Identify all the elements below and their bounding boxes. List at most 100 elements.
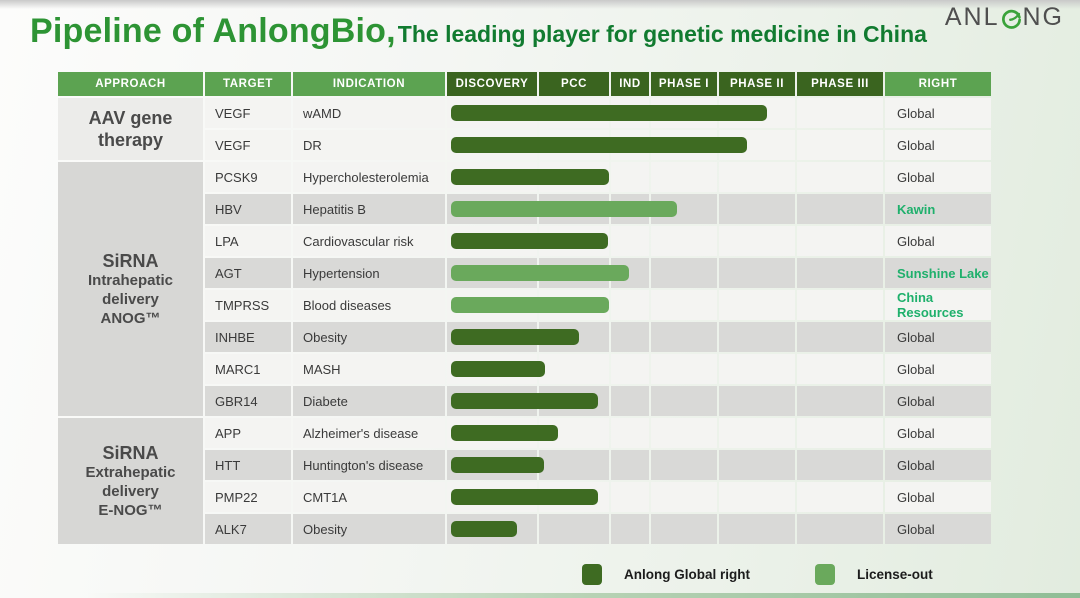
phase-cell <box>651 450 717 480</box>
indication-cell: Blood diseases <box>293 290 445 320</box>
phase-cell <box>539 450 609 480</box>
right-label: Global <box>897 105 935 121</box>
right-cell: Global <box>885 130 991 160</box>
indication-cell: Hypertension <box>293 258 445 288</box>
top-gray-strip <box>0 0 1080 9</box>
phase-cell <box>719 482 795 512</box>
phase-cell <box>651 418 717 448</box>
phase-cell <box>611 386 649 416</box>
phase-cell <box>719 418 795 448</box>
indication-cell: Huntington's disease <box>293 450 445 480</box>
right-cell: Global <box>885 514 991 544</box>
right-cell: Global <box>885 450 991 480</box>
approach-group-cell: AAV gene therapy <box>58 98 203 160</box>
right-cell: Global <box>885 482 991 512</box>
phase-cell <box>719 194 795 224</box>
indication-cell: CMT1A <box>293 482 445 512</box>
progress-bar <box>451 265 629 281</box>
phase-cell <box>797 194 883 224</box>
phase-cell <box>611 290 649 320</box>
target-cell: PMP22 <box>205 482 291 512</box>
phase-cell <box>797 322 883 352</box>
phase-cell <box>719 258 795 288</box>
logo-text-prefix: ANL <box>944 3 1000 31</box>
phase-cell <box>719 226 795 256</box>
right-label: Global <box>897 233 935 249</box>
phase-cell <box>797 482 883 512</box>
phase-cell <box>651 322 717 352</box>
progress-bar <box>451 457 544 473</box>
indication-cell: Hepatitis B <box>293 194 445 224</box>
phase-track <box>447 482 883 512</box>
indication-cell: DR <box>293 130 445 160</box>
right-cell: Global <box>885 322 991 352</box>
phase-cell <box>719 514 795 544</box>
indication-cell: wAMD <box>293 98 445 128</box>
right-label: Global <box>897 393 935 409</box>
progress-bar <box>451 105 767 121</box>
phase-cell <box>651 354 717 384</box>
approach-label-line: SiRNA <box>102 442 159 463</box>
column-header-pcc: PCC <box>539 72 609 96</box>
phase-cell <box>797 226 883 256</box>
right-label: Sunshine Lake <box>897 265 989 281</box>
approach-label-line: Extrahepatic <box>85 464 176 482</box>
right-label: Global <box>897 521 935 537</box>
bottom-green-strip <box>0 593 1080 598</box>
phase-track <box>447 354 883 384</box>
phase-cell <box>651 290 717 320</box>
anlong-swirl-icon <box>1000 6 1023 29</box>
approach-group-cell: SiRNA Intrahepatic delivery ANOG™ <box>58 162 203 416</box>
right-cell: Global <box>885 386 991 416</box>
phase-cell <box>651 258 717 288</box>
indication-cell: Alzheimer's disease <box>293 418 445 448</box>
right-label: Global <box>897 425 935 441</box>
phase-column-headers: DISCOVERY PCC IND PHASE I PHASE II PHASE III <box>447 72 883 96</box>
phase-track <box>447 226 883 256</box>
phase-cell <box>651 386 717 416</box>
phase-cell <box>611 226 649 256</box>
right-label: Global <box>897 457 935 473</box>
phase-cell <box>719 290 795 320</box>
phase-track <box>447 130 883 160</box>
right-label: Global <box>897 489 935 505</box>
indication-cell: Cardiovascular risk <box>293 226 445 256</box>
target-cell: AGT <box>205 258 291 288</box>
legend-label: Anlong Global right <box>624 566 750 582</box>
legend-swatch-dark-icon <box>582 563 602 585</box>
phase-cell <box>797 130 883 160</box>
phase-track <box>447 98 883 128</box>
progress-bar <box>451 361 545 377</box>
phase-cell <box>651 226 717 256</box>
target-cell: HTT <box>205 450 291 480</box>
indication-cell: Obesity <box>293 322 445 352</box>
right-cell: China Resources <box>885 290 991 320</box>
legend-item-license-out: License-out <box>815 563 933 585</box>
phase-cell <box>651 482 717 512</box>
progress-bar <box>451 521 517 537</box>
column-header-phase-iii: PHASE III <box>797 72 883 96</box>
phase-cell <box>719 354 795 384</box>
right-label: Global <box>897 361 935 377</box>
phase-cell <box>611 322 649 352</box>
slide-title: Pipeline of AnlongBio,The leading player… <box>30 12 927 51</box>
legend-item-global-right: Anlong Global right <box>582 563 750 585</box>
phase-cell <box>797 258 883 288</box>
progress-bar <box>451 201 677 217</box>
approach-label-line: ANOG™ <box>100 309 161 327</box>
column-header-right: RIGHT <box>885 72 991 96</box>
target-cell: GBR14 <box>205 386 291 416</box>
approach-label-line: SiRNA <box>102 250 159 271</box>
phase-cell <box>611 482 649 512</box>
right-cell: Global <box>885 354 991 384</box>
indication-cell: Obesity <box>293 514 445 544</box>
page-title: Pipeline of AnlongBio, <box>30 12 396 50</box>
page-subtitle: The leading player for genetic medicine … <box>397 21 927 47</box>
target-cell: HBV <box>205 194 291 224</box>
column-header-ind: IND <box>611 72 649 96</box>
anlong-logo: ANL NG <box>945 3 1064 32</box>
target-cell: MARC1 <box>205 354 291 384</box>
approach-label-line: delivery <box>102 482 159 500</box>
right-cell: Global <box>885 98 991 128</box>
target-cell: LPA <box>205 226 291 256</box>
